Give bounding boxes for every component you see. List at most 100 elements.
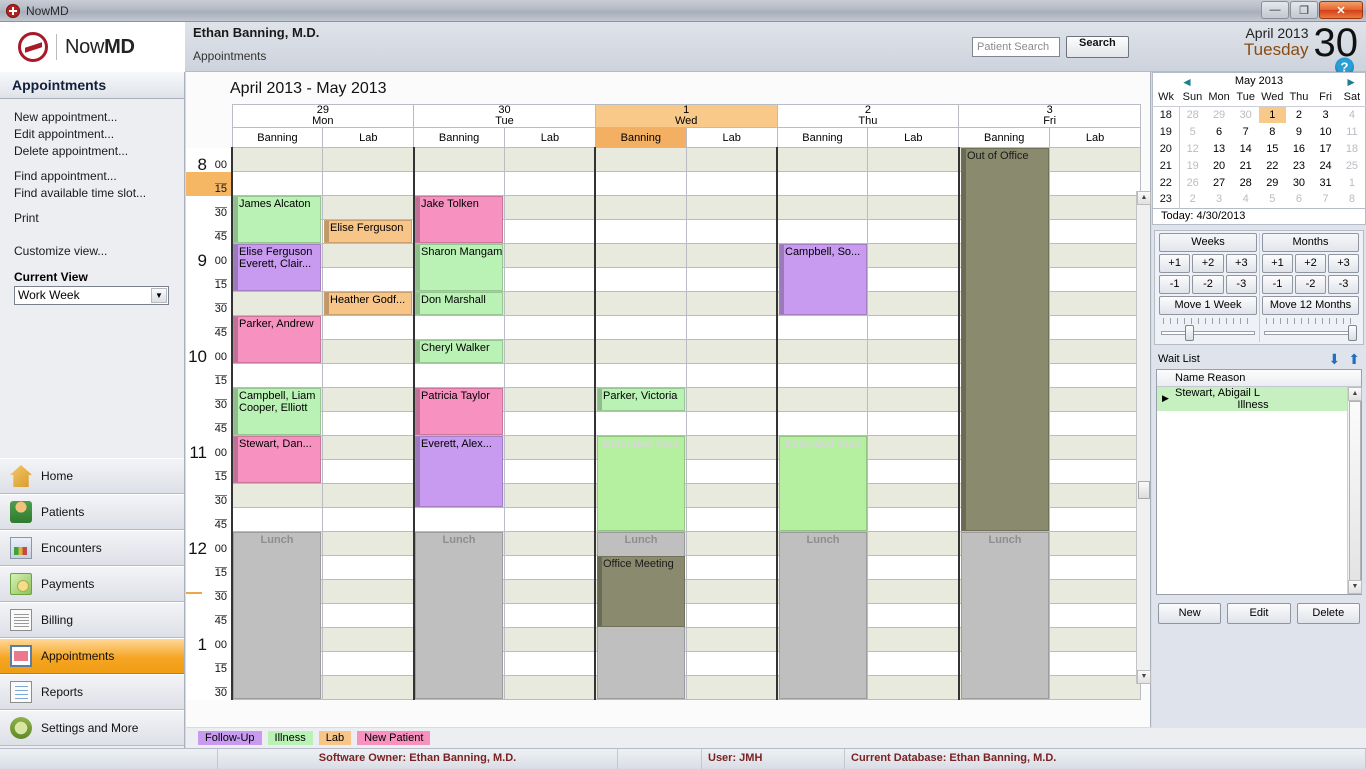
calendar-slot[interactable]	[867, 459, 960, 484]
calendar-slot[interactable]	[504, 603, 596, 628]
minical-day[interactable]: 30	[1292, 176, 1306, 189]
move-12-months-button[interactable]: Move 12 Months	[1262, 295, 1359, 315]
calendar-slot[interactable]	[504, 315, 596, 340]
minical-day[interactable]: 22	[1266, 159, 1279, 172]
calendar-slot[interactable]	[867, 555, 960, 580]
calendar-slot[interactable]	[412, 507, 506, 532]
calendar-slot[interactable]	[231, 507, 324, 532]
sidebar-link-print[interactable]: Print	[14, 211, 39, 225]
appointment-block[interactable]: Lunch	[779, 532, 867, 699]
minical-day[interactable]: 26	[1186, 176, 1199, 189]
months-plus-3-button[interactable]: +3	[1328, 253, 1359, 273]
chevron-down-icon[interactable]: ▼	[151, 288, 167, 303]
months-plus-2-button[interactable]: +2	[1295, 253, 1326, 273]
calendar-slot[interactable]	[685, 531, 778, 556]
calendar-slot[interactable]	[867, 483, 960, 508]
calendar-slot[interactable]	[867, 411, 960, 436]
scroll-up-icon[interactable]: ▲	[1137, 191, 1151, 205]
sidebar-item-settings[interactable]: Settings and More	[0, 710, 184, 746]
calendar-slot[interactable]	[685, 171, 778, 196]
appointment-block[interactable]: Cheryl Walker	[415, 340, 503, 363]
sidebar-item-reports[interactable]: Reports	[0, 674, 184, 710]
calendar-slot[interactable]	[685, 435, 778, 460]
calendar-slot[interactable]	[867, 243, 960, 268]
appointment-block[interactable]: Campbell, Liam Cooper, Elliott	[233, 388, 321, 435]
calendar-slot[interactable]	[504, 531, 596, 556]
calendar-slot[interactable]	[1049, 171, 1141, 196]
appointment-block[interactable]: Everett, Alex...	[415, 436, 503, 507]
appointment-block[interactable]: Elise Ferguson Everett, Clair...	[233, 244, 321, 291]
sidebar-item-patients[interactable]: Patients	[0, 494, 184, 530]
calendar-slot[interactable]	[1049, 411, 1141, 436]
appointment-block[interactable]: Lunch	[961, 532, 1049, 699]
sidebar-item-payments[interactable]: Payments	[0, 566, 184, 602]
appointment-block[interactable]: Patricia Taylor	[415, 388, 503, 435]
months-slider-knob[interactable]	[1348, 324, 1357, 341]
calendar-slot[interactable]	[867, 267, 960, 292]
current-view-select[interactable]: Work Week ▼	[14, 286, 169, 305]
calendar-slot[interactable]	[685, 627, 778, 652]
appointment-block[interactable]: Out of Office	[961, 148, 1049, 531]
resource-header-lab[interactable]: Lab	[322, 127, 415, 148]
calendar-slot[interactable]	[231, 147, 324, 172]
waitlist-row[interactable]: ▶ Stewart, Abigail L Illness	[1157, 386, 1361, 411]
waitlist-new-button[interactable]: New	[1158, 602, 1222, 624]
calendar-slot[interactable]	[1049, 195, 1141, 220]
calendar-slot[interactable]	[867, 531, 960, 556]
appointment-block[interactable]: Heather Godf...	[324, 292, 412, 315]
sidebar-link-delete-appointment[interactable]: Delete appointment...	[14, 144, 129, 158]
minical-day[interactable]: 7	[1242, 125, 1249, 138]
calendar-slot[interactable]	[504, 579, 596, 604]
minical-day[interactable]: 12	[1186, 142, 1199, 155]
weeks-slider[interactable]	[1159, 317, 1257, 342]
maximize-button[interactable]: ❐	[1290, 1, 1318, 19]
calendar-slot[interactable]	[685, 243, 778, 268]
calendar-slot[interactable]	[867, 219, 960, 244]
calendar-slot[interactable]	[776, 411, 869, 436]
minical-prev-icon[interactable]: ◄	[1181, 75, 1193, 89]
resource-header-banning[interactable]: Banning	[231, 127, 324, 148]
scrollbar-thumb[interactable]	[1138, 481, 1150, 499]
resource-header-lab[interactable]: Lab	[504, 127, 596, 148]
calendar-slot[interactable]	[776, 339, 869, 364]
scroll-down-icon[interactable]: ▼	[1137, 670, 1151, 684]
calendar-scrollbar[interactable]: ▲ ▼	[1136, 191, 1151, 684]
day-header-thu[interactable]: 2 Thu	[776, 104, 960, 128]
move-1-week-button[interactable]: Move 1 Week	[1159, 295, 1257, 315]
sidebar-link-find-appointment[interactable]: Find appointment...	[14, 169, 117, 183]
weeks-minus-1-button[interactable]: -1	[1159, 274, 1191, 294]
waitlist-move-down-icon[interactable]: ⬇	[1328, 350, 1341, 367]
minical-day[interactable]: 28	[1186, 108, 1199, 121]
calendar-slot[interactable]	[685, 507, 778, 532]
calendar-slot[interactable]	[685, 411, 778, 436]
sidebar-item-home[interactable]: Home	[0, 458, 184, 494]
calendar-slot[interactable]	[1049, 435, 1141, 460]
calendar-slot[interactable]	[685, 651, 778, 676]
minical-day[interactable]: 29	[1212, 108, 1226, 121]
calendar-slot[interactable]	[322, 315, 415, 340]
calendar-slot[interactable]	[504, 171, 596, 196]
mini-calendar[interactable]: Wk Sun Mon Tue Wed Thu Fri Sat 18 28 29 30 1 2 3 4 19 5 6 7…	[1152, 89, 1366, 209]
calendar-slot[interactable]	[1049, 507, 1141, 532]
minical-day[interactable]: 4	[1348, 108, 1355, 121]
sidebar-item-billing[interactable]: Billing	[0, 602, 184, 638]
calendar-slot[interactable]	[504, 267, 596, 292]
weeks-plus-1-button[interactable]: +1	[1159, 253, 1191, 273]
calendar-slot[interactable]	[322, 243, 415, 268]
waitlist-edit-button[interactable]: Edit	[1227, 602, 1291, 624]
help-icon[interactable]: ?	[1335, 57, 1354, 77]
calendar-slot[interactable]	[1049, 555, 1141, 580]
calendar-slot[interactable]	[322, 459, 415, 484]
minical-day[interactable]: 19	[1186, 159, 1199, 172]
resource-header-banning[interactable]: Banning	[413, 127, 506, 148]
sidebar-item-encounters[interactable]: Encounters	[0, 530, 184, 566]
calendar-slot[interactable]	[322, 435, 415, 460]
calendar-slot[interactable]	[867, 291, 960, 316]
calendar-slot[interactable]	[867, 387, 960, 412]
calendar-slot[interactable]	[776, 171, 869, 196]
appointment-block[interactable]: Lunch	[233, 532, 321, 699]
calendar-slot[interactable]	[685, 459, 778, 484]
minical-day[interactable]: 9	[1295, 125, 1302, 138]
calendar-slot[interactable]	[504, 651, 596, 676]
appointment-block[interactable]: Lunch	[415, 532, 503, 699]
